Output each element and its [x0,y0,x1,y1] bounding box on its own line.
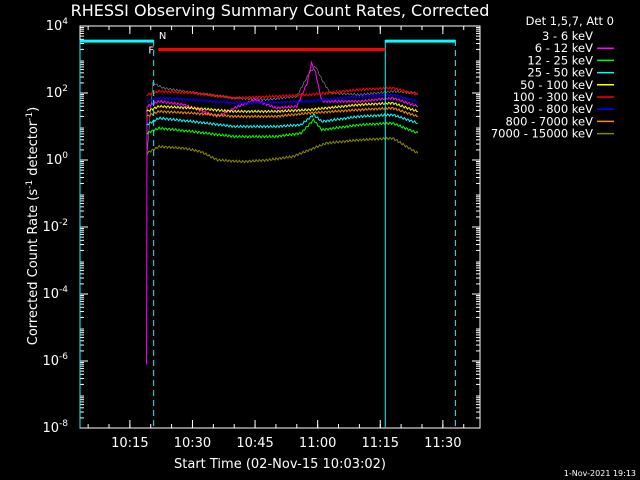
series-line [146,92,418,106]
x-tick-label: 11:30 [424,436,461,451]
legend-entry-label: 6 - 12 keV [535,41,593,55]
series-line [146,60,418,365]
x-axis-label: Start Time (02-Nov-15 10:03:02) [174,457,386,472]
legend-entry-label: 100 - 300 keV [513,90,593,104]
legend-entry-label: 300 - 800 keV [513,102,593,116]
legend-entry-label: 25 - 50 keV [527,66,593,80]
x-axis-ticks: 10:15 10:30 10:45 11:00 11:15 11:30 [87,26,465,451]
series-layer [146,60,419,365]
chart-title: RHESSI Observing Summary Count Rates, Co… [71,1,490,20]
y-axis-label-end: ) [26,107,41,112]
series-line [146,101,418,114]
y-axis-label: Corrected Count Rate (s-1 detector-1) [25,107,41,345]
x-tick-label: 10:45 [236,436,273,451]
legend-entry-label: 3 - 6 keV [542,29,593,43]
series-line [146,136,419,164]
y-tick-label: 104 [46,17,69,34]
series-line [146,113,418,129]
legend-entry-label: 50 - 100 keV [520,78,593,92]
legend-header: Det 1,5,7, Att 0 [526,14,614,28]
y-tick-label: 10-6 [42,352,68,369]
series-line [146,117,419,139]
x-tick-label: 10:30 [174,436,211,451]
y-axis-label-mid: detector [26,120,41,180]
y-axis-ticks: 104 102 100 10-2 10-4 10-6 10-8 [42,17,480,436]
x-tick-label: 11:15 [362,436,399,451]
y-tick-label: 10-2 [42,218,68,235]
series-line [146,106,418,119]
y-axis-label-sup2: -1 [25,112,35,121]
series-line [146,86,419,101]
legend-entry-label: 800 - 7000 keV [505,114,593,128]
y-tick-label: 100 [46,151,69,168]
legend-entry-label: 12 - 25 keV [527,53,593,67]
flag-label: N [159,31,166,42]
flag-label: F [148,45,154,56]
legend-entry-label: 7000 - 15000 keV [491,127,593,141]
x-tick-label: 11:00 [299,436,336,451]
y-axis-label-main: Corrected Count Rate (s [26,189,41,346]
markers-layer: NF [79,31,456,428]
x-tick-label: 10:15 [111,436,148,451]
y-axis-label-sup1: -1 [25,180,35,189]
y-tick-label: 102 [46,84,68,101]
y-tick-label: 10-4 [42,285,68,302]
y-tick-label: 10-8 [42,419,68,436]
footer-timestamp: 1-Nov-2021 19:13 [564,469,636,478]
